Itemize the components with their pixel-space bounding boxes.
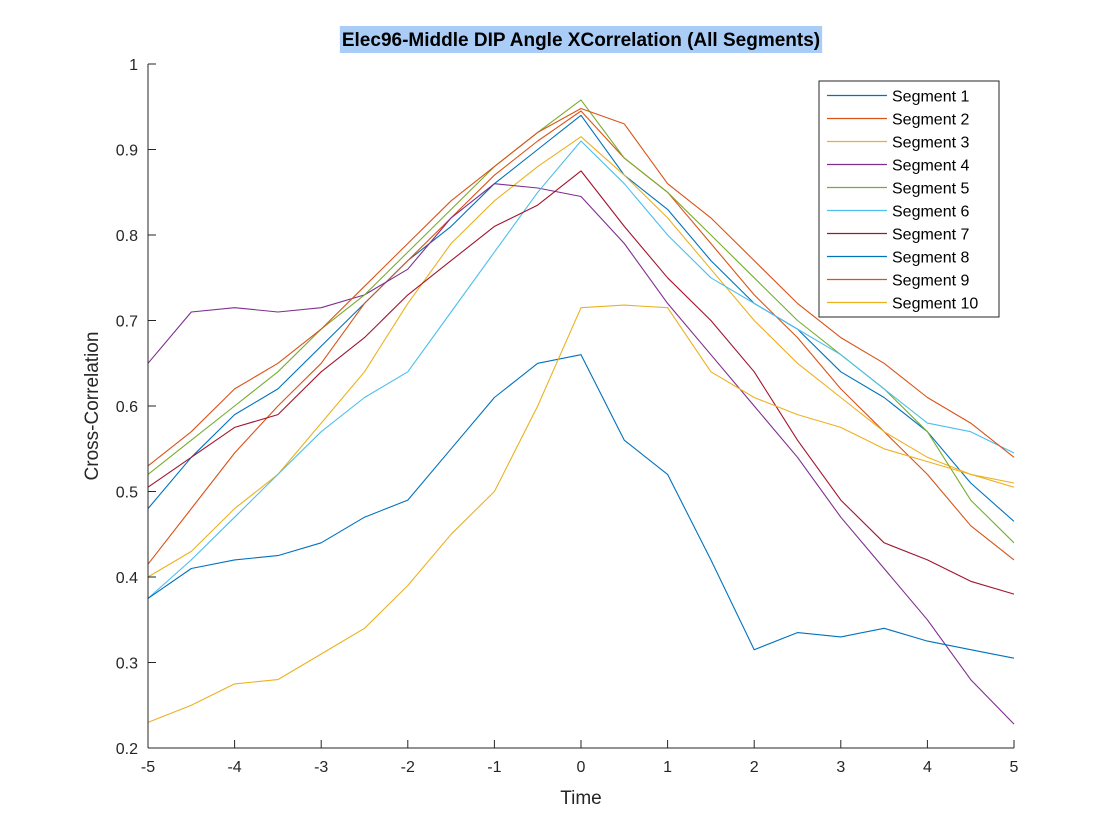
y-tick-label: 0.9 [116, 143, 138, 160]
series-line-6 [147, 140, 1015, 599]
legend-label-1: Segment 1 [892, 89, 969, 106]
legend-label-8: Segment 8 [892, 250, 969, 267]
series-line-2 [147, 110, 1015, 565]
legend-label-6: Segment 6 [892, 204, 969, 221]
y-tick-label: 0.4 [116, 570, 138, 587]
y-tick-label: 0.3 [116, 656, 138, 673]
series-line-10 [147, 304, 1015, 723]
x-axis-label: Time [560, 788, 602, 809]
legend-label-5: Segment 5 [892, 181, 969, 198]
title-highlight [339, 26, 823, 53]
y-tick-label: 0.5 [116, 485, 138, 502]
x-tick-label: -5 [141, 759, 155, 776]
y-tick-label: 0.7 [116, 314, 138, 331]
x-tick-label: 1 [663, 759, 672, 776]
legend: Segment 1 Segment 2 Segment 3 Segment 4 Segm… [818, 80, 1000, 318]
legend-label-3: Segment 3 [892, 135, 969, 152]
y-tick-label: 0.8 [116, 228, 138, 245]
series-line-9 [147, 107, 1015, 467]
y-axis-label: Cross-Correlation [82, 332, 103, 481]
legend-label-2: Segment 2 [892, 112, 969, 129]
legend-label-7: Segment 7 [892, 227, 969, 244]
x-tick-label: -1 [487, 759, 501, 776]
y-tick-label: 0.2 [116, 741, 138, 758]
x-tick-label: 5 [1010, 759, 1019, 776]
series-line-3 [147, 136, 1015, 578]
series-line-1 [147, 114, 1015, 522]
y-tick-label: 0.6 [116, 399, 138, 416]
x-tick-label: -4 [227, 759, 241, 776]
x-tick-label: 3 [836, 759, 845, 776]
legend-label-9: Segment 9 [892, 273, 969, 290]
series-layer [147, 99, 1015, 725]
series-line-8 [147, 354, 1015, 659]
x-tick-label: 2 [750, 759, 759, 776]
x-tick-label: -3 [314, 759, 328, 776]
chart-title: Elec96-Middle DIP Angle XCorrelation (Al… [342, 30, 820, 51]
series-line-7 [147, 170, 1015, 595]
y-tick-label: 1 [129, 57, 138, 74]
x-tick-label: 4 [923, 759, 932, 776]
ticks-layer: -5 -4 -3 -2 -1 0 1 2 3 4 5 0.2 0.3 0.4 0.5 0.6 0.7 0.8 0.9… [116, 57, 1019, 776]
legend-label-4: Segment 4 [892, 158, 969, 175]
x-tick-label: -2 [401, 759, 415, 776]
legend-label-10: Segment 10 [892, 296, 978, 313]
x-tick-label: 0 [577, 759, 586, 776]
series-line-4 [147, 183, 1015, 725]
legend-box [818, 80, 1000, 318]
